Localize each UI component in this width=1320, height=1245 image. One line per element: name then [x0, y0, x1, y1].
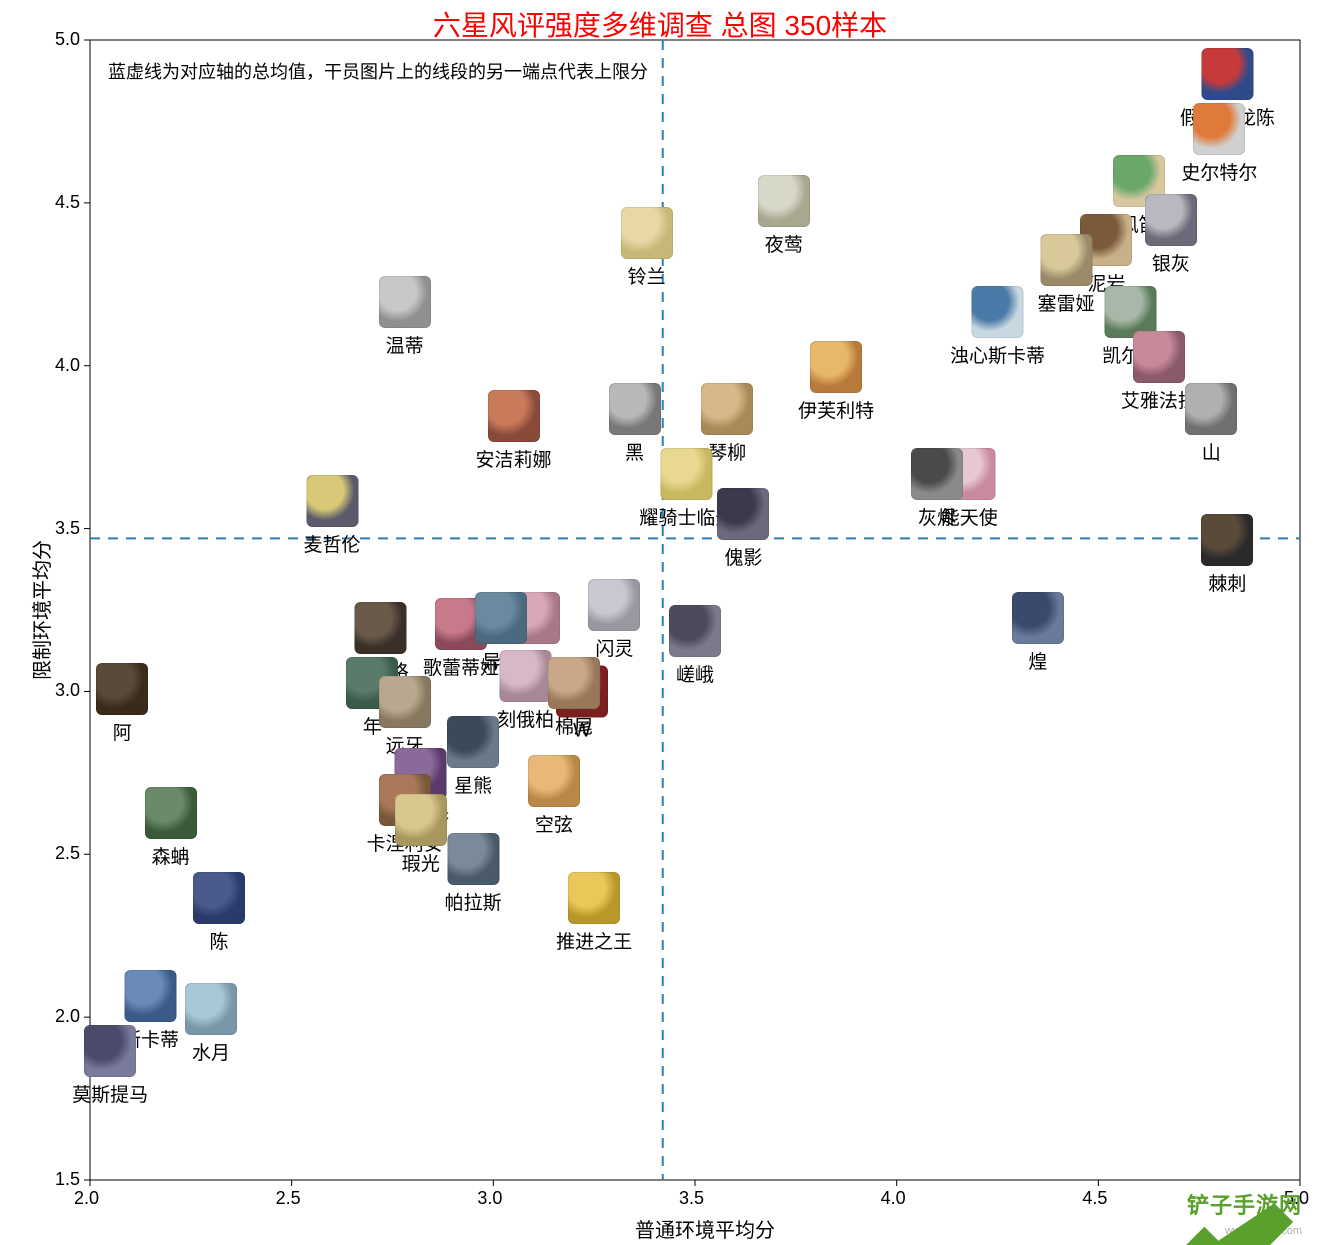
y-tick: 2.5 [55, 843, 80, 864]
y-tick: 2.0 [55, 1006, 80, 1027]
chart-note: 蓝虚线为对应轴的总均值，干员图片上的线段的另一端点代表上限分 [108, 58, 648, 84]
chart-container: 六星风评强度多维调查 总图 350样本 蓝虚线为对应轴的总均值，干员图片上的线段… [0, 0, 1320, 1245]
x-tick: 3.0 [477, 1188, 502, 1209]
plot-svg [0, 0, 1320, 1245]
x-tick: 4.0 [881, 1188, 906, 1209]
x-tick: 4.5 [1082, 1188, 1107, 1209]
y-tick: 3.0 [55, 680, 80, 701]
watermark: 铲子手游网 www.czjxjc.com [1153, 1194, 1302, 1239]
y-tick: 1.5 [55, 1169, 80, 1190]
y-tick: 4.5 [55, 192, 80, 213]
x-axis-label: 普通环境平均分 [635, 1214, 775, 1243]
x-tick: 2.5 [276, 1188, 301, 1209]
shovel-icon [1153, 1195, 1179, 1221]
y-tick: 3.5 [55, 518, 80, 539]
x-tick: 2.0 [74, 1188, 99, 1209]
x-tick: 3.5 [679, 1188, 704, 1209]
y-tick: 4.0 [55, 355, 80, 376]
y-axis-label: 限制环境平均分 [26, 540, 55, 680]
y-tick: 5.0 [55, 29, 80, 50]
